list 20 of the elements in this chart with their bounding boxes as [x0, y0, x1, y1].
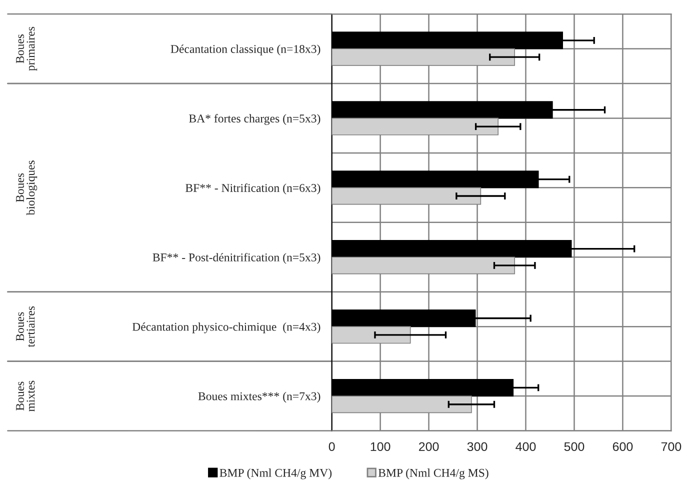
y-tick-label: Boues mixtes*** (n=7x3) [198, 392, 320, 403]
text: Boues mixtes [16, 380, 35, 412]
x-tick-label: 500 [564, 442, 584, 452]
x-tick-label: 600 [612, 442, 633, 452]
y-tick-label: BA* fortes charges (n=5x3) [189, 114, 320, 125]
y-tick-label: Décantation classique (n=18x3) [170, 44, 320, 56]
text: Boues biologiques [16, 160, 38, 216]
y-tick-label: BF** - Nitrification (n=6x3) [186, 184, 320, 194]
legend-label: BMP (Nml CH4/g MS) [378, 468, 488, 480]
x-tick-label: 100 [370, 442, 390, 452]
x-tick-label: 700 [661, 442, 682, 452]
legend-label: BMP (Nml CH4/g MV) [220, 468, 332, 480]
x-tick-label: 300 [467, 442, 488, 452]
text: Boues primaires [16, 26, 38, 71]
x-tick-label: 400 [516, 442, 536, 452]
x-tick-label: 0 [328, 442, 335, 452]
y-tick-label: Décantation physico-chimique (n=4x3) [132, 322, 320, 334]
x-tick-label: 200 [418, 442, 439, 452]
y-tick-label: BF** - Post-dénitrification (n=5x3) [152, 252, 320, 264]
text: Boues tertiaires [16, 306, 35, 348]
